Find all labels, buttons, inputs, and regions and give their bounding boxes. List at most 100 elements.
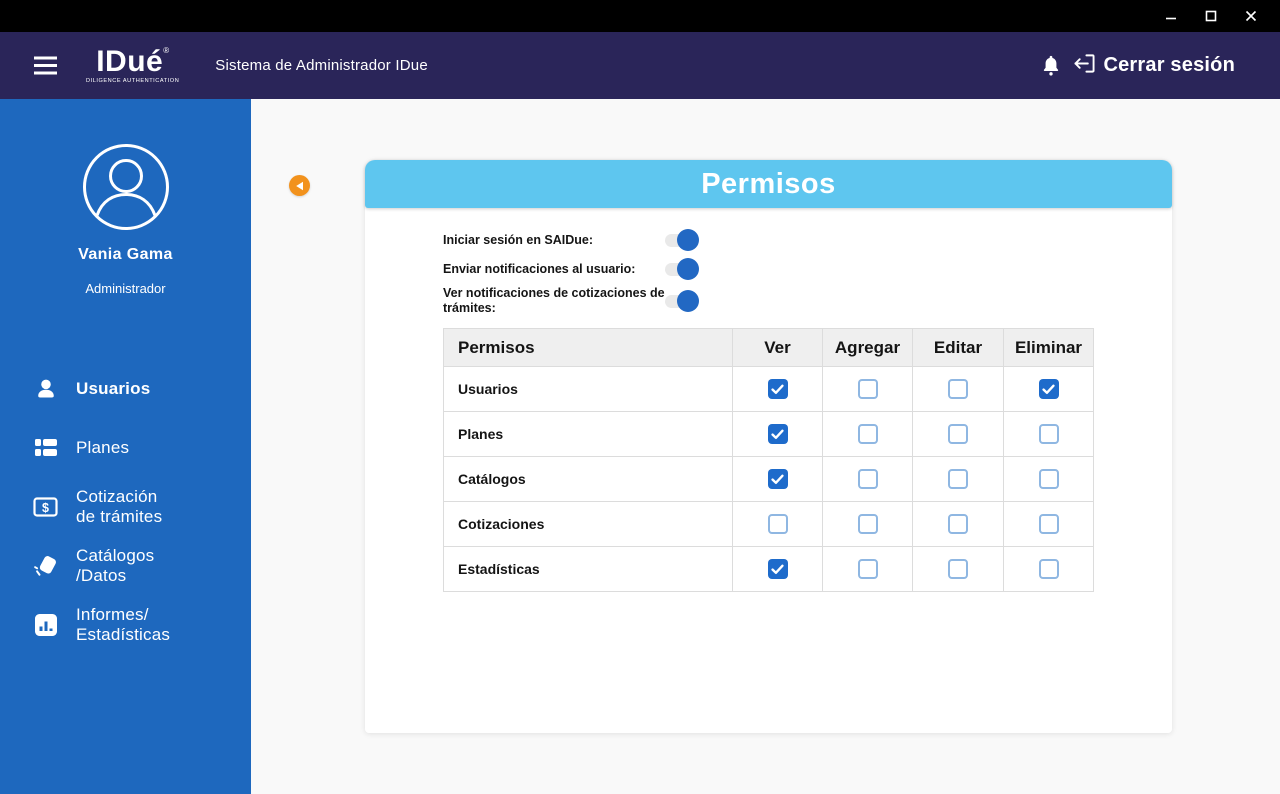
row-label: Catálogos bbox=[443, 456, 733, 502]
checkbox-catalogos-editar[interactable] bbox=[948, 469, 968, 489]
window-titlebar bbox=[0, 0, 1280, 32]
table-cell bbox=[1003, 501, 1094, 547]
checkbox-planes-editar[interactable] bbox=[948, 424, 968, 444]
logo-registered-mark: ® bbox=[163, 45, 170, 55]
table-cell bbox=[912, 501, 1004, 547]
plans-icon bbox=[33, 435, 58, 461]
table-header-cell: Ver bbox=[732, 328, 823, 367]
row-label: Estadísticas bbox=[443, 546, 733, 592]
logout-icon bbox=[1073, 53, 1096, 79]
table-cell bbox=[1003, 456, 1094, 502]
row-label: Usuarios bbox=[443, 366, 733, 412]
checkbox-planes-ver[interactable] bbox=[767, 424, 788, 444]
table-row: Usuarios bbox=[443, 366, 1094, 412]
sidebar-item-planes[interactable]: Planes bbox=[0, 428, 251, 468]
table-header-cell: Permisos bbox=[443, 328, 733, 367]
main-content: Permisos Iniciar sesión en SAIDue: Enviar… bbox=[251, 99, 1280, 794]
sidebar-item-label: Planes bbox=[76, 437, 130, 457]
table-cell bbox=[1003, 546, 1094, 592]
checkbox-catalogos-agregar[interactable] bbox=[857, 469, 878, 489]
sidebar: Vania Gama Administrador Usuarios Planes $… bbox=[0, 99, 251, 794]
table-cell bbox=[822, 456, 913, 502]
checkbox-planes-agregar[interactable] bbox=[857, 424, 878, 444]
checkbox-cotizaciones-editar[interactable] bbox=[948, 514, 968, 534]
checkbox-catalogos-eliminar[interactable] bbox=[1038, 469, 1059, 489]
logout-button[interactable]: Cerrar sesión bbox=[1073, 53, 1235, 79]
catalogs-icon bbox=[33, 553, 58, 579]
table-cell bbox=[912, 546, 1004, 592]
checkbox-planes-eliminar[interactable] bbox=[1038, 424, 1059, 444]
back-arrow-icon[interactable] bbox=[289, 175, 310, 196]
table-row: Estadísticas bbox=[443, 546, 1094, 592]
table-cell bbox=[1003, 411, 1094, 457]
maximize-icon[interactable] bbox=[1198, 3, 1224, 29]
toggle-enviar-notificaciones-al-usuario[interactable] bbox=[665, 258, 699, 280]
checkbox-cotizaciones-agregar[interactable] bbox=[857, 514, 878, 534]
table-cell bbox=[912, 411, 1004, 457]
toggle-label: Enviar notificaciones al usuario: bbox=[443, 261, 636, 276]
table-cell bbox=[1003, 366, 1094, 412]
toggle-iniciar-sesion-en-saidue[interactable] bbox=[665, 229, 699, 251]
checkbox-estadisticas-eliminar[interactable] bbox=[1038, 559, 1059, 579]
sidebar-item-label: Informes/ Estadísticas bbox=[76, 605, 171, 645]
sidebar-item-label: Cotización de trámites bbox=[76, 487, 163, 527]
checkbox-estadisticas-agregar[interactable] bbox=[857, 559, 878, 579]
table-cell bbox=[822, 501, 913, 547]
user-name: Vania Gama bbox=[78, 246, 173, 263]
logo-tagline: DILIGENCE AUTHENTICATION bbox=[86, 77, 180, 84]
table-cell bbox=[732, 546, 823, 592]
table-cell bbox=[912, 366, 1004, 412]
table-cell bbox=[732, 366, 823, 412]
table-cell bbox=[732, 501, 823, 547]
table-cell bbox=[732, 456, 823, 502]
close-icon[interactable] bbox=[1238, 3, 1264, 29]
checkbox-estadisticas-ver[interactable] bbox=[767, 559, 788, 579]
toggle-list: Iniciar sesión en SAIDue: Enviar notifica… bbox=[443, 228, 1172, 316]
checkbox-estadisticas-editar[interactable] bbox=[948, 559, 968, 579]
notification-bell-icon[interactable] bbox=[1038, 53, 1064, 79]
sidebar-item-usuarios[interactable]: Usuarios bbox=[0, 369, 251, 409]
table-cell bbox=[822, 546, 913, 592]
checkbox-usuarios-editar[interactable] bbox=[948, 379, 968, 399]
sidebar-item-informes-estadisticas[interactable]: Informes/ Estadísticas bbox=[0, 605, 251, 645]
toggle-row: Ver notificaciones de cotizaciones de tr… bbox=[443, 286, 1172, 316]
sidebar-item-cotizacion-de-tramites[interactable]: $ Cotización de trámites bbox=[0, 487, 251, 527]
logout-label: Cerrar sesión bbox=[1103, 54, 1235, 76]
toggle-knob bbox=[677, 258, 699, 280]
checkbox-cotizaciones-ver[interactable] bbox=[767, 514, 788, 534]
checkbox-cotizaciones-eliminar[interactable] bbox=[1038, 514, 1059, 534]
toggle-label: Ver notificaciones de cotizaciones de tr… bbox=[443, 286, 665, 315]
toggle-knob bbox=[677, 229, 699, 251]
table-header-row: Permisos Ver Agregar Editar Eliminar bbox=[443, 328, 1094, 367]
permissions-panel: Permisos Iniciar sesión en SAIDue: Enviar… bbox=[365, 160, 1172, 733]
row-label: Cotizaciones bbox=[443, 501, 733, 547]
stats-chart-icon bbox=[33, 612, 58, 638]
user-avatar-icon bbox=[82, 143, 170, 236]
sidebar-item-catalogos-datos[interactable]: Catálogos /Datos bbox=[0, 546, 251, 586]
toggle-row: Enviar notificaciones al usuario: bbox=[443, 257, 1172, 281]
toggle-label: Iniciar sesión en SAIDue: bbox=[443, 232, 594, 247]
logo-text: IDué bbox=[96, 44, 164, 78]
checkbox-catalogos-ver[interactable] bbox=[767, 469, 788, 489]
checkbox-usuarios-agregar[interactable] bbox=[857, 379, 878, 399]
permissions-table: Permisos Ver Agregar Editar Eliminar Usuario… bbox=[443, 328, 1094, 592]
svg-text:$: $ bbox=[42, 501, 49, 515]
minimize-icon[interactable] bbox=[1158, 3, 1184, 29]
table-row: Planes bbox=[443, 411, 1094, 457]
table-cell bbox=[732, 411, 823, 457]
table-row: Cotizaciones bbox=[443, 501, 1094, 547]
sidebar-item-label: Catálogos /Datos bbox=[76, 546, 155, 586]
table-header-cell: Editar bbox=[912, 328, 1004, 367]
checkbox-usuarios-eliminar[interactable] bbox=[1038, 379, 1059, 399]
row-label: Planes bbox=[443, 411, 733, 457]
table-header-cell: Eliminar bbox=[1003, 328, 1094, 367]
panel-title: Permisos bbox=[701, 167, 836, 200]
table-row: Catálogos bbox=[443, 456, 1094, 502]
app-navbar: IDué® DILIGENCE AUTHENTICATION Sistema d… bbox=[0, 32, 1280, 99]
app-title: Sistema de Administrador IDue bbox=[215, 57, 428, 74]
toggle-ver-notificaciones-de-cotizaciones-de-tramites[interactable] bbox=[665, 290, 699, 312]
checkbox-usuarios-ver[interactable] bbox=[767, 379, 788, 399]
hamburger-menu-icon[interactable] bbox=[33, 56, 58, 75]
table-cell bbox=[822, 411, 913, 457]
sidebar-menu: Usuarios Planes $ Cotización de trámites Cat… bbox=[0, 369, 251, 645]
